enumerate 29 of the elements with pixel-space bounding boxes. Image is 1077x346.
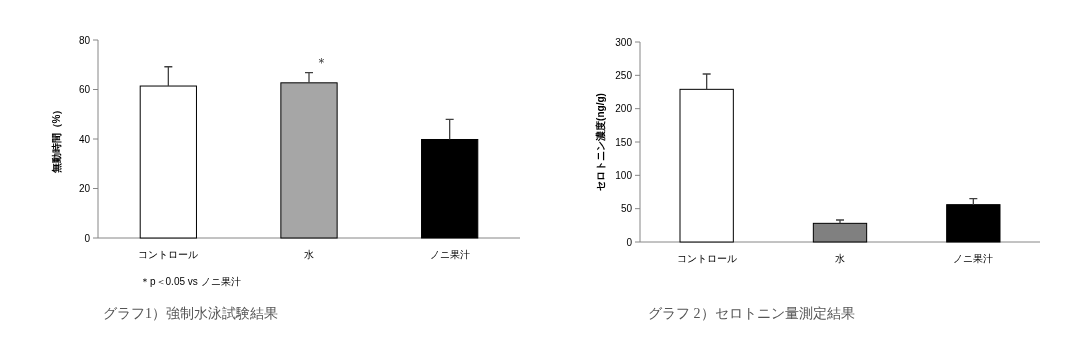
x-tick-label: ノニ果汁 bbox=[429, 249, 470, 260]
y-tick-label: 250 bbox=[615, 69, 633, 81]
y-tick-label: 150 bbox=[615, 136, 633, 148]
y-tick-label: 0 bbox=[626, 236, 633, 248]
bar bbox=[280, 82, 338, 239]
x-tick-label: コントロール bbox=[676, 253, 737, 264]
y-axis-title: セロトニン濃度(ng/g) bbox=[595, 93, 606, 191]
y-tick-label: 0 bbox=[84, 232, 91, 244]
x-tick-label: ノニ果汁 bbox=[953, 253, 994, 264]
y-tick-label: 80 bbox=[78, 34, 91, 46]
bar bbox=[139, 85, 197, 239]
y-tick-label: 200 bbox=[615, 103, 633, 115]
text: ＊p＜0.05 vs ノニ果汁 bbox=[140, 276, 241, 287]
x-tick-label: 水 bbox=[835, 253, 845, 264]
y-tick-label: 300 bbox=[615, 36, 633, 48]
y-tick-label: 100 bbox=[615, 169, 633, 181]
y-axis-title: 無動時間（%） bbox=[51, 104, 62, 175]
text: グラフ1）強制水泳試験結果 bbox=[103, 306, 278, 321]
bar bbox=[679, 88, 734, 243]
x-tick-label: 水 bbox=[304, 249, 314, 260]
y-tick-label: 50 bbox=[620, 203, 633, 215]
y-tick-label: 60 bbox=[78, 84, 91, 95]
annotation: ＊ bbox=[314, 55, 328, 70]
y-tick-label: 40 bbox=[78, 133, 91, 145]
x-tick-label: コントロール bbox=[138, 249, 199, 260]
bar bbox=[946, 204, 1001, 243]
text: グラフ 2）セロトニン量測定結果 bbox=[648, 306, 855, 321]
bar bbox=[421, 139, 479, 239]
y-tick-label: 20 bbox=[78, 183, 91, 194]
